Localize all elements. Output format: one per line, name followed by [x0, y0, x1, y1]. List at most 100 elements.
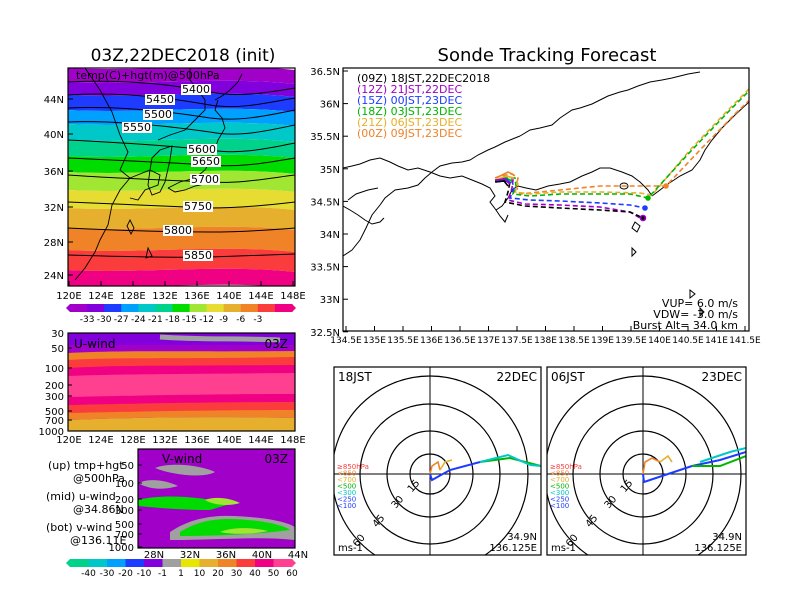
vcbar-swatch: [162, 559, 182, 567]
track-lon-label: 135E: [363, 336, 386, 346]
cbar-swatch: [223, 304, 242, 312]
cbar-swatch: [87, 304, 105, 312]
track-lon-label: 139.5E: [615, 336, 647, 346]
vcbar-swatch: [125, 559, 145, 567]
cbar-label: -15: [182, 315, 197, 325]
vcbar-swatch: [199, 559, 219, 567]
u-lon-label: 140E: [216, 435, 241, 446]
hodograph-2-lon: 136.125E: [694, 543, 742, 554]
contour-label-bg: [191, 156, 221, 167]
cbar-label: -18: [165, 315, 180, 325]
cbar-swatch: [274, 304, 293, 312]
track-lat-label: 33N: [320, 295, 340, 306]
v-wind-shading: [138, 449, 295, 548]
hodograph-legend-entry: <250: [337, 496, 356, 504]
map-lat-label: 40N: [44, 130, 64, 141]
contour-label: 5450: [146, 93, 174, 106]
v-pressure-label: 500: [115, 520, 134, 531]
u-wind-shading: [68, 333, 295, 431]
contour-label: 5650: [192, 155, 220, 168]
note-up-level: @500hPa: [73, 472, 125, 485]
traj-12z: [495, 179, 641, 219]
contour-label: 5600: [188, 143, 216, 156]
track-legend-entry: (00Z) 09JST,23DEC: [357, 127, 462, 140]
vcbar-label: -20: [118, 569, 133, 579]
temperature-band: [68, 68, 295, 84]
map-frame: [67, 67, 296, 287]
u-wind-frame: [67, 332, 296, 432]
vcbar-swatch: [273, 559, 293, 567]
temperature-shading: [68, 68, 295, 286]
cbar-swatch: [189, 304, 208, 312]
vcbar-label: -40: [81, 569, 96, 579]
temperature-band: [68, 268, 295, 286]
panel-notes: (up) tmp+hgt @500hPa (mid) u-wind @34.86…: [46, 459, 126, 547]
track-lon-label: 136.5E: [444, 336, 476, 346]
map-lon-label: 124E: [88, 291, 113, 302]
hodograph-1-legend: ≥850hPa<850<700<500<300<250<100: [337, 463, 369, 510]
v-pressure-label: 1000: [109, 543, 134, 554]
cbar-label: -27: [114, 315, 129, 325]
vcbar-swatch: [236, 559, 256, 567]
track-legend: (09Z) 18JST,22DEC2018(12Z) 21JST,22DEC(1…: [357, 72, 490, 140]
u-pressure-label: 50: [51, 344, 64, 355]
hodograph-1-date: 22DEC: [497, 370, 537, 384]
map-lon-label: 136E: [184, 291, 209, 302]
sonde-trajectories: [494, 87, 749, 222]
contour-label: 5850: [184, 249, 212, 262]
contour-label: 5500: [144, 108, 172, 121]
vcbar-label: 50: [268, 569, 280, 579]
u-wind-title: U-wind: [74, 337, 115, 351]
cbar-swatch: [70, 304, 88, 312]
hodograph-legend-entry: <100: [550, 502, 569, 510]
track-lon-ticks: 134.5E 135E 135.5E 136E 136.5E 137E 137.5E 138E…: [330, 326, 761, 346]
hodograph-legend-entry: <100: [337, 502, 356, 510]
map-lon-label: 132E: [152, 291, 177, 302]
hodograph-2-unit: ms-1: [551, 543, 576, 554]
track-lon-label: 138.5E: [558, 336, 590, 346]
cbar-label: -9: [219, 315, 228, 325]
contour-label-bg: [190, 174, 220, 185]
contour-label-bg: [143, 109, 173, 120]
temperature-colorbar: -33 -30 -27 -24 -21 -18 -15 -12 -9 -6 -3: [66, 304, 296, 325]
u-lon-label: 148E: [280, 435, 305, 446]
u-pressure-label: 500: [45, 407, 64, 418]
vcbar-label: 40: [249, 569, 261, 579]
vcbar-label: -10: [137, 569, 152, 579]
note-mid-level: @34.86N: [73, 503, 124, 516]
vcbar-swatch: [218, 559, 237, 567]
temperature-band: [68, 108, 295, 126]
track-lat-label: 34.5N: [310, 197, 340, 208]
temperature-band: [68, 248, 295, 272]
map-lon-label: 128E: [120, 291, 145, 302]
cbar-label: -30: [97, 315, 112, 325]
cbar-label: -12: [199, 315, 214, 325]
vcbar-label: 30: [231, 569, 243, 579]
vup-value: VUP= 6.0 m/s: [662, 297, 738, 310]
contour-label-bg: [181, 84, 211, 95]
contour-label-bg: [163, 225, 193, 236]
cbar-label: -6: [236, 315, 245, 325]
track-lon-label: 134.5E: [330, 336, 362, 346]
track-lon-label: 140.5E: [672, 336, 704, 346]
track-lon-label: 135.5E: [387, 336, 419, 346]
map-lat-ticks: 44N 40N 36N 32N 28N 24N: [44, 95, 73, 282]
contour-label-bg: [183, 201, 213, 212]
cbar-arrow-left: [66, 304, 70, 312]
hodograph-1-lon: 136.125E: [489, 543, 537, 554]
cbar-swatch: [155, 304, 173, 312]
u-pressure-label: 200: [45, 381, 64, 392]
u-lon-label: 128E: [120, 435, 145, 446]
ring-label: 15: [406, 478, 423, 495]
track-lat-label: 33.5N: [310, 263, 340, 274]
note-mid: (mid) u-wind: [46, 490, 116, 503]
hodograph-legend-entry: <700: [337, 476, 356, 484]
note-up: (up) tmp+hgt: [48, 459, 124, 472]
vcbar-arrow-left: [66, 559, 70, 567]
traj-18z: [494, 89, 749, 199]
hodograph-2-lat: 34.9N: [712, 532, 742, 543]
